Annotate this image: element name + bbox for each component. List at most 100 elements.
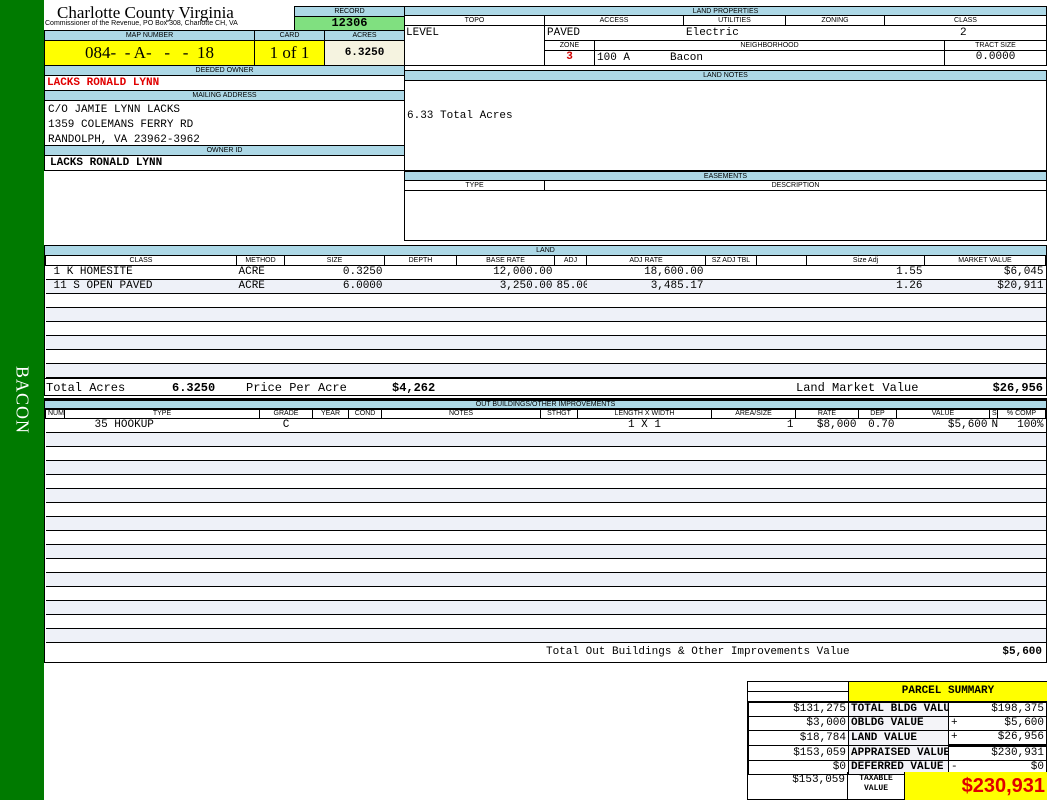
ob-cell: [997, 446, 1046, 461]
ob-cell: [312, 544, 349, 559]
ob-cell: [795, 502, 859, 517]
ob-cell: [312, 418, 349, 433]
ob-cell: [711, 460, 796, 475]
ob-cell: [795, 614, 859, 629]
land-cell: [384, 363, 457, 378]
land-cell: [806, 293, 925, 308]
land-cell: [924, 307, 1046, 322]
card-value: 1 of 1: [254, 40, 325, 66]
ob-cell: [45, 418, 65, 433]
ob-row: [45, 544, 1046, 559]
ob-cell: [348, 530, 382, 545]
ob-cell: [259, 474, 313, 489]
land-cell: [756, 363, 807, 378]
ob-cell: 1 X 1: [577, 418, 712, 433]
land-cell: [284, 293, 385, 308]
land-cell: 12,000.00: [456, 265, 555, 280]
ob-cell: [45, 474, 65, 489]
ob-cell: [896, 558, 990, 573]
land-cell: [456, 321, 555, 336]
ob-cell: [997, 488, 1046, 503]
ob-cell: [896, 544, 990, 559]
land-cell: [705, 321, 757, 336]
ob-row: [45, 502, 1046, 517]
owner-id: LACKS RONALD LYNN: [50, 157, 163, 169]
ob-cell: [348, 600, 382, 615]
land-cell: [586, 307, 706, 322]
ob-cell: [577, 502, 712, 517]
ob-cell: [795, 628, 859, 643]
ob-cell: [896, 502, 990, 517]
ob-cell: [795, 460, 859, 475]
taxable-value: $230,931: [904, 772, 1047, 800]
land-cell: 11 S OPEN PAVED: [45, 279, 237, 294]
ob-row: [45, 614, 1046, 629]
land-cell: [45, 363, 237, 378]
ob-cell: [858, 544, 897, 559]
ob-cell: [795, 446, 859, 461]
taxable-left: $153,059: [748, 772, 848, 800]
ob-total-label: Total Out Buildings & Other Improvements…: [546, 646, 850, 658]
ob-cell: [312, 474, 349, 489]
land-cell: [45, 335, 237, 350]
land-cell: [284, 349, 385, 364]
access-label: ACCESS: [544, 15, 684, 26]
ob-cell: [348, 446, 382, 461]
ob-cell: [896, 530, 990, 545]
ob-cell: [381, 474, 541, 489]
ob-cell: [896, 600, 990, 615]
ob-cell: [858, 460, 897, 475]
ob-cell: [711, 516, 796, 531]
ob-cell: [858, 432, 897, 447]
ob-cell: [312, 516, 349, 531]
record-value: 12306: [294, 16, 405, 31]
ob-cell: [64, 516, 260, 531]
ob-cell: [896, 460, 990, 475]
land-cell: ACRE: [236, 279, 285, 294]
ob-cell: [795, 572, 859, 587]
land-row: [45, 321, 1046, 336]
land-cell: [756, 265, 807, 280]
land-cell: [236, 335, 285, 350]
ob-cell: [989, 460, 998, 475]
ob-cell: [64, 544, 260, 559]
ob-cell: [259, 614, 313, 629]
land-cell: [586, 335, 706, 350]
summary-label: APPRAISED VALUE: [848, 745, 949, 761]
land-cell: [456, 349, 555, 364]
subtitle: Commissioner of the Revenue, PO Box 308,…: [45, 20, 238, 27]
ob-col-header: STHGT: [540, 408, 578, 419]
land-row: [45, 363, 1046, 378]
ob-cell: [64, 600, 260, 615]
land-cell: 1 K HOMESITE: [45, 265, 237, 280]
land-cell: [384, 293, 457, 308]
land-col-header: ADJ: [554, 255, 587, 266]
ob-col-header: S: [989, 408, 998, 419]
acres-value: 6.3250: [324, 40, 405, 66]
ob-cell: [381, 614, 541, 629]
land-col-header: [756, 255, 807, 266]
ob-cell: [64, 460, 260, 475]
ob-col-header: GRADE: [259, 408, 313, 419]
ob-cell: [858, 558, 897, 573]
ob-cell: [989, 572, 998, 587]
ob-col-header: NOTES: [381, 408, 541, 419]
zone-value: 3: [544, 50, 595, 66]
ob-cell: [795, 432, 859, 447]
land-col-header: METHOD: [236, 255, 285, 266]
ob-cell: [64, 614, 260, 629]
total-acres: 6.3250: [172, 381, 216, 395]
ob-cell: [540, 432, 578, 447]
land-row: [45, 293, 1046, 308]
land-col-header: Size Adj: [806, 255, 925, 266]
land-cell: [384, 279, 457, 294]
ob-cell: [989, 544, 998, 559]
ob-cell: [381, 502, 541, 517]
land-cell: 0.3250: [284, 265, 385, 280]
land-col-header: SIZE: [284, 255, 385, 266]
land-cell: [924, 335, 1046, 350]
summary-row: $131,275 TOTAL BLDG VALUE $198,375: [748, 702, 1047, 717]
ob-cell: N: [989, 418, 998, 433]
ob-cell: [259, 600, 313, 615]
ob-cell: [989, 432, 998, 447]
